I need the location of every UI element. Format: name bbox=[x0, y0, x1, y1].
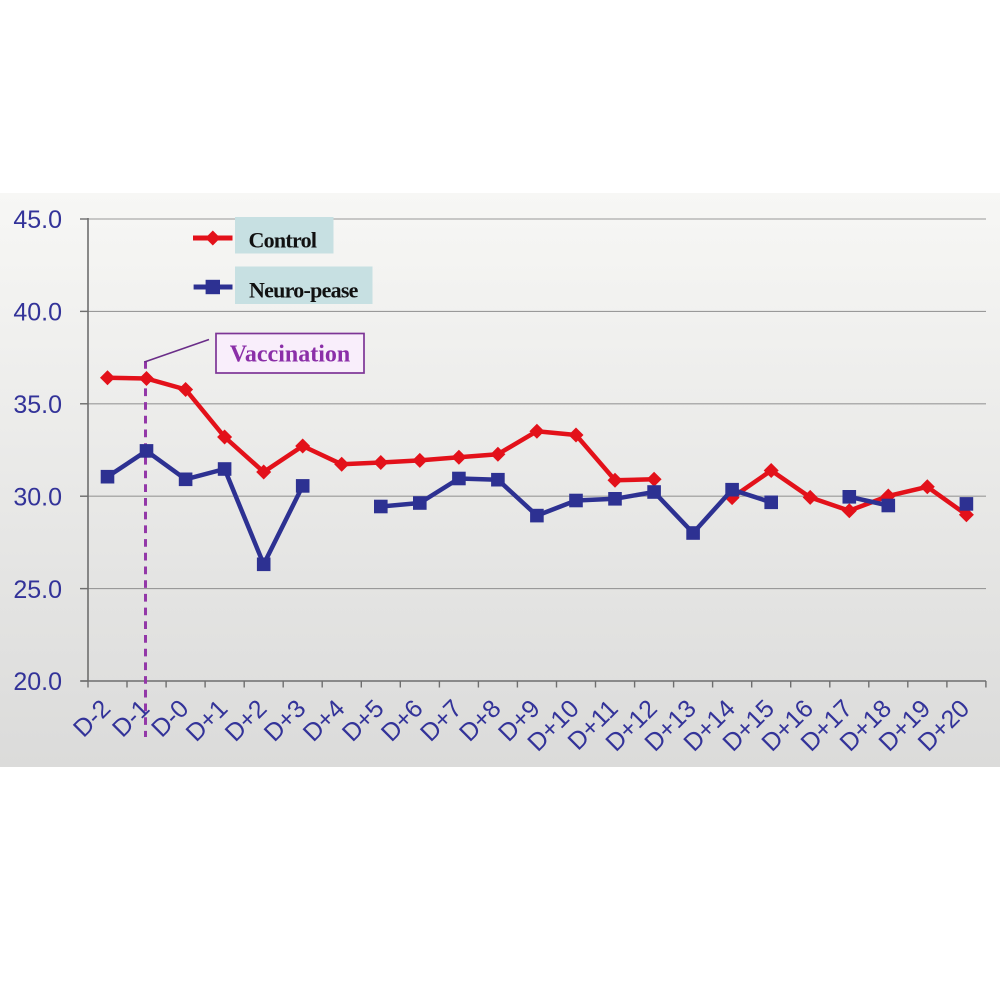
svg-text:35.0: 35.0 bbox=[13, 391, 62, 419]
svg-text:40.0: 40.0 bbox=[13, 299, 62, 327]
svg-text:25.0: 25.0 bbox=[13, 576, 62, 604]
svg-text:45.0: 45.0 bbox=[13, 206, 62, 234]
svg-text:Control: Control bbox=[249, 228, 317, 253]
svg-text:20.0: 20.0 bbox=[13, 668, 62, 696]
svg-text:30.0: 30.0 bbox=[13, 483, 62, 511]
svg-text:Vaccination: Vaccination bbox=[230, 342, 350, 368]
svg-text:Neuro-pease: Neuro-pease bbox=[249, 278, 359, 303]
